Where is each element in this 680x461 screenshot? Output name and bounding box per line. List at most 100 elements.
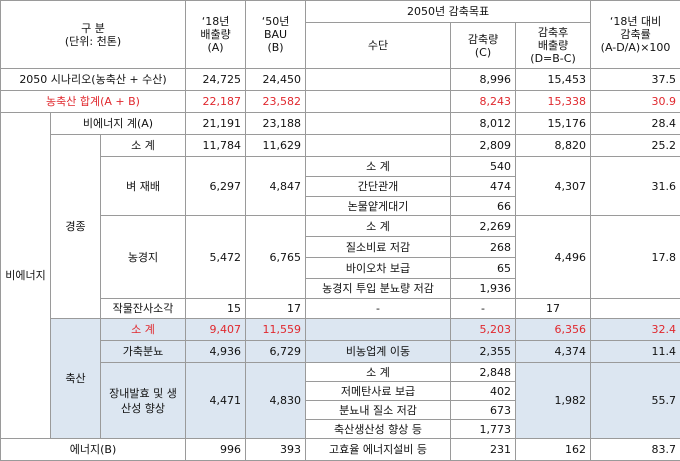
cell: 4,936: [185, 340, 247, 363]
cell: 2,848: [450, 362, 517, 382]
cell: 2,355: [450, 340, 517, 363]
header-cell: ‘18년 배출량 (A): [185, 0, 247, 69]
cell: [305, 112, 452, 135]
text: (D=B-C): [530, 52, 576, 65]
measure: 저메탄사료 보급: [305, 381, 452, 401]
cell: 28.4: [590, 112, 680, 135]
cell: 15,176: [515, 112, 592, 135]
cell: 30.9: [590, 90, 680, 113]
measure: 논물얕게대기: [305, 196, 452, 216]
cell: 8,820: [515, 134, 592, 157]
cell: 15,338: [515, 90, 592, 113]
cell: 996: [185, 438, 247, 461]
row-label: 에너지(B): [0, 438, 187, 461]
measure: -: [305, 298, 452, 319]
row-label: 가축분뇨: [99, 340, 187, 363]
cell: 402: [450, 381, 517, 401]
cell: 268: [450, 236, 517, 258]
cell: 83.7: [590, 438, 680, 461]
measure: 소 계: [305, 362, 452, 382]
cell: 8,243: [450, 90, 517, 113]
cell: 4,374: [515, 340, 592, 363]
cell: 4,847: [245, 156, 307, 216]
cell: 1,936: [450, 278, 517, 299]
cell: 55.7: [590, 362, 680, 439]
text: (C): [474, 45, 492, 59]
header-cell: 감축량 (C): [450, 22, 517, 69]
cell: 23,188: [245, 112, 307, 135]
cell: 66: [450, 196, 517, 216]
cell: 11.4: [590, 340, 680, 363]
cell: 21,191: [185, 112, 247, 135]
cell: [305, 318, 452, 341]
row-label: 작물잔사소각: [99, 298, 187, 319]
header-cell: ‘50년 BAU (B): [245, 0, 307, 69]
cell: 37.5: [590, 68, 680, 91]
cell: 4,471: [185, 362, 247, 439]
text: ‘18년: [201, 15, 230, 28]
group-label: 축산: [50, 318, 101, 439]
cell: 5,203: [450, 318, 517, 341]
text: 감축량: [467, 32, 499, 46]
cell: 6,765: [245, 215, 307, 299]
cell: [305, 134, 452, 157]
header-cell: 감축후 배출량 (D=B-C): [515, 22, 592, 69]
cell: 15,453: [515, 68, 592, 91]
measure: 소 계: [305, 156, 452, 177]
cell: 162: [515, 438, 592, 461]
measure: 질소비료 저감: [305, 236, 452, 258]
cell: 11,784: [185, 134, 247, 157]
row-label: 소 계: [99, 318, 187, 341]
cell: 9,407: [185, 318, 247, 341]
text: 배출량: [537, 39, 569, 52]
cell: 11,559: [245, 318, 307, 341]
row-label: 농축산 합계(A + B): [0, 90, 187, 113]
cell: 6,356: [515, 318, 592, 341]
text: 배출량: [200, 28, 231, 41]
text: ‘18년 대비: [609, 15, 662, 28]
cell: 65: [450, 257, 517, 279]
text: 감축률: [620, 28, 651, 41]
cell: 540: [450, 156, 517, 177]
cell: 15: [185, 298, 247, 319]
cell: 231: [450, 438, 517, 461]
cell: 1,773: [450, 419, 517, 439]
header-cell: 2050년 감축목표: [305, 0, 592, 23]
cell: 2,269: [450, 215, 517, 237]
group-label: 비에너지: [0, 112, 51, 439]
cell: -: [450, 298, 517, 319]
cell: 4,307: [515, 156, 592, 216]
row-label: 비에너지 계(A): [49, 112, 187, 135]
cell: 474: [450, 176, 517, 197]
row-label: 벼 재배: [99, 156, 187, 216]
group-label: 경종: [50, 134, 101, 319]
measure: 고효율 에너지설비 등: [305, 438, 452, 461]
text: (A-D/A)×100: [600, 41, 671, 54]
text: BAU: [263, 28, 288, 41]
cell: 393: [245, 438, 307, 461]
cell: 8,996: [450, 68, 517, 91]
cell: 25.2: [590, 134, 680, 157]
cell: 4,830: [245, 362, 307, 439]
measure: 비농업계 이동: [305, 340, 452, 363]
header-cell: 수단: [305, 22, 452, 69]
text: (A): [207, 41, 224, 54]
text: 장내발효 및 생산성 향상: [109, 386, 177, 415]
header-cell: ‘18년 대비 감축률 (A-D/A)×100: [590, 0, 680, 69]
text: ‘50년: [261, 15, 290, 28]
cell: 23,582: [245, 90, 307, 113]
cell: 5,472: [185, 215, 247, 299]
cell: 6,729: [245, 340, 307, 363]
measure: 바이오차 보급: [305, 257, 452, 279]
measure: 소 계: [305, 215, 452, 237]
measure: 간단관개: [305, 176, 452, 197]
cell: 17.8: [590, 215, 680, 299]
cell: 17: [515, 298, 592, 319]
cell: [305, 90, 452, 113]
cell: 2,809: [450, 134, 517, 157]
cell: 6,297: [185, 156, 247, 216]
cell: 31.6: [590, 156, 680, 216]
cell: 673: [450, 400, 517, 420]
cell: [590, 298, 680, 319]
header-cell: 구 분 (단위: 천톤): [0, 0, 187, 69]
